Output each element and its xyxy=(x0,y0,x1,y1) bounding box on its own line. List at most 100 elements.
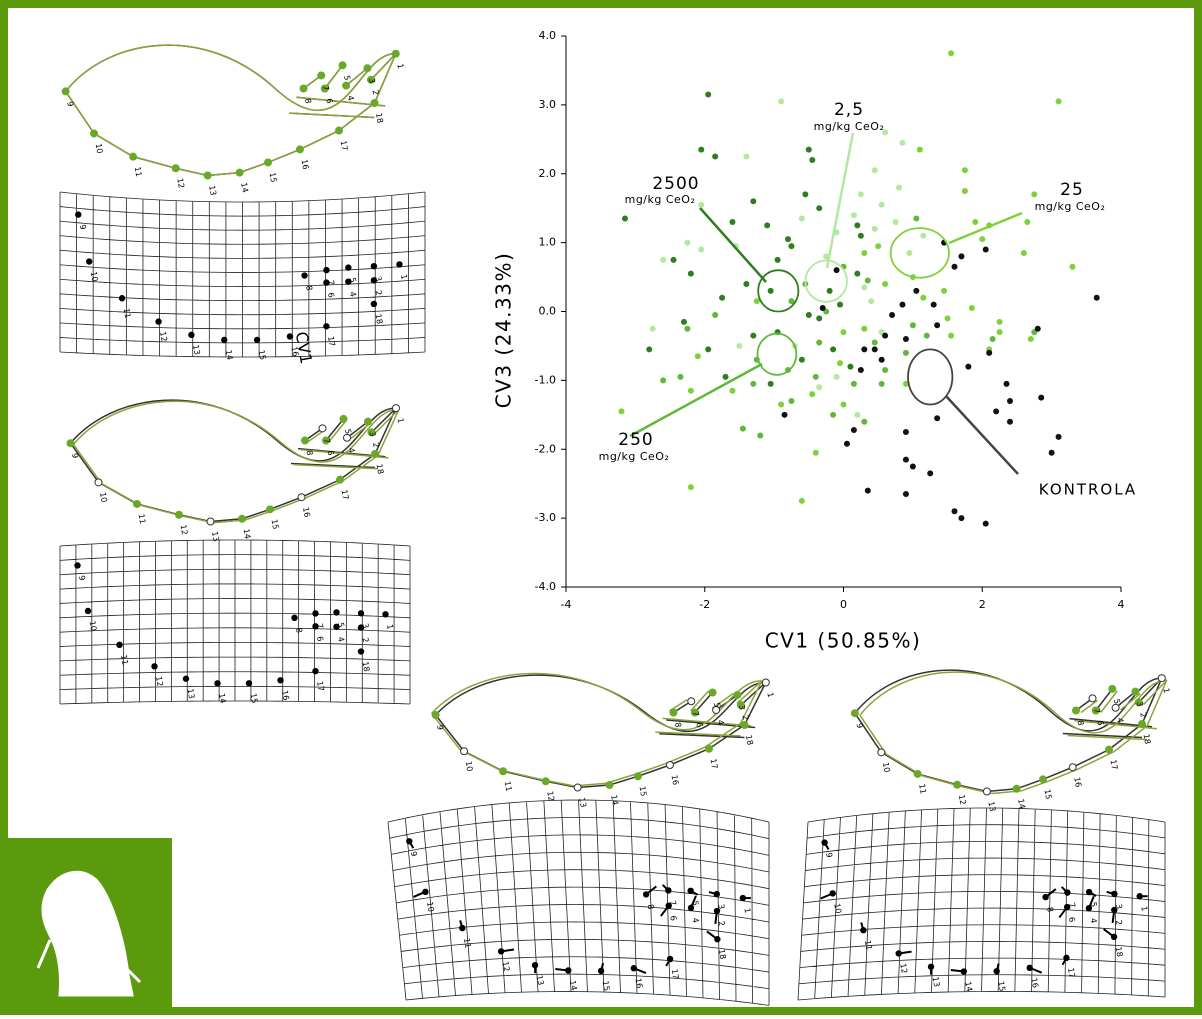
grid-landmark xyxy=(895,950,901,956)
grid-landmark xyxy=(358,610,364,616)
point xyxy=(809,157,815,163)
x-tick-label: 4 xyxy=(1118,598,1125,611)
landmark-label: 14 xyxy=(568,980,579,992)
point xyxy=(841,401,847,407)
group-label: 2500 xyxy=(652,174,699,194)
grid-landmark xyxy=(301,272,307,278)
landmark xyxy=(265,159,272,166)
point xyxy=(830,412,836,418)
point xyxy=(841,329,847,335)
point xyxy=(917,147,923,153)
point xyxy=(903,457,909,463)
point xyxy=(1035,326,1041,332)
point xyxy=(1094,295,1100,301)
point xyxy=(854,222,860,228)
point xyxy=(962,167,968,173)
landmark xyxy=(62,88,69,95)
landmark xyxy=(709,689,716,696)
landmark xyxy=(337,476,344,483)
landmark-label: 7 xyxy=(668,900,678,907)
grid-landmark xyxy=(277,677,283,683)
landmark-label: 17 xyxy=(709,758,720,770)
grid-landmark xyxy=(371,301,377,307)
landmark xyxy=(340,415,347,422)
point xyxy=(920,295,926,301)
point xyxy=(906,250,912,256)
point xyxy=(743,154,749,160)
point xyxy=(650,326,656,332)
point xyxy=(872,167,878,173)
point xyxy=(847,364,853,370)
point xyxy=(910,322,916,328)
deformation-grid xyxy=(60,540,410,704)
landmark xyxy=(461,748,468,755)
landmark-label: 10 xyxy=(89,271,100,283)
landmark xyxy=(851,710,858,717)
point xyxy=(768,288,774,294)
landmark-label: 14 xyxy=(224,349,235,361)
point xyxy=(1056,434,1062,440)
point xyxy=(861,419,867,425)
point xyxy=(837,360,843,366)
landmark-label: 9 xyxy=(854,722,864,729)
grid-landmark xyxy=(598,968,604,974)
landmark-label: 3 xyxy=(367,77,377,84)
point xyxy=(816,339,822,345)
landmark-label: 9 xyxy=(409,850,419,857)
point xyxy=(698,147,704,153)
point xyxy=(782,412,788,418)
grid-landmark xyxy=(498,948,504,954)
landmark xyxy=(1040,776,1047,783)
point xyxy=(802,191,808,197)
landmark xyxy=(1069,764,1076,771)
landmark-label: 14 xyxy=(1016,798,1027,810)
point xyxy=(764,222,770,228)
point xyxy=(851,381,857,387)
point xyxy=(872,339,878,345)
landmark xyxy=(1109,685,1116,692)
grid-landmark xyxy=(643,891,649,897)
landmark xyxy=(365,418,372,425)
point xyxy=(698,202,704,208)
landmark-label: 9 xyxy=(435,724,445,731)
point xyxy=(684,240,690,246)
landmark-label: 12 xyxy=(957,794,968,806)
x-tick-label: -2 xyxy=(699,598,710,611)
group-ellipse xyxy=(891,228,949,278)
landmark-label: 12 xyxy=(501,961,512,973)
landmark-label: 4 xyxy=(348,291,358,298)
landmark-label: 5 xyxy=(1089,901,1099,908)
landmark-label: 1 xyxy=(1161,687,1171,694)
grid-landmark xyxy=(358,648,364,654)
point xyxy=(705,346,711,352)
landmark-label: 6 xyxy=(326,450,336,457)
grid-landmark xyxy=(333,609,339,615)
grid-annotation: CV1 xyxy=(292,330,316,365)
point xyxy=(671,257,677,263)
landmark xyxy=(706,745,713,752)
landmark xyxy=(878,749,885,756)
y-tick-label: 3.0 xyxy=(539,98,557,111)
landmark xyxy=(688,698,695,705)
grid-landmark xyxy=(86,258,92,264)
point xyxy=(854,271,860,277)
landmark-label: 8 xyxy=(294,627,304,634)
point xyxy=(910,463,916,469)
point xyxy=(719,295,725,301)
point xyxy=(813,450,819,456)
landmark-label: 18 xyxy=(1142,733,1153,745)
landmark-label: 12 xyxy=(154,676,165,688)
point xyxy=(757,432,763,438)
grid-landmark xyxy=(1111,934,1117,940)
point xyxy=(1021,250,1027,256)
landmark xyxy=(954,781,961,788)
landmark-label: 10 xyxy=(425,901,436,913)
y-tick-label: 1.0 xyxy=(539,236,557,249)
point xyxy=(903,336,909,342)
landmark xyxy=(393,405,400,412)
landmark-label: 18 xyxy=(373,313,384,325)
deformation-grid xyxy=(388,800,769,1005)
point xyxy=(952,264,958,270)
landmark-label: 2 xyxy=(1138,712,1148,719)
